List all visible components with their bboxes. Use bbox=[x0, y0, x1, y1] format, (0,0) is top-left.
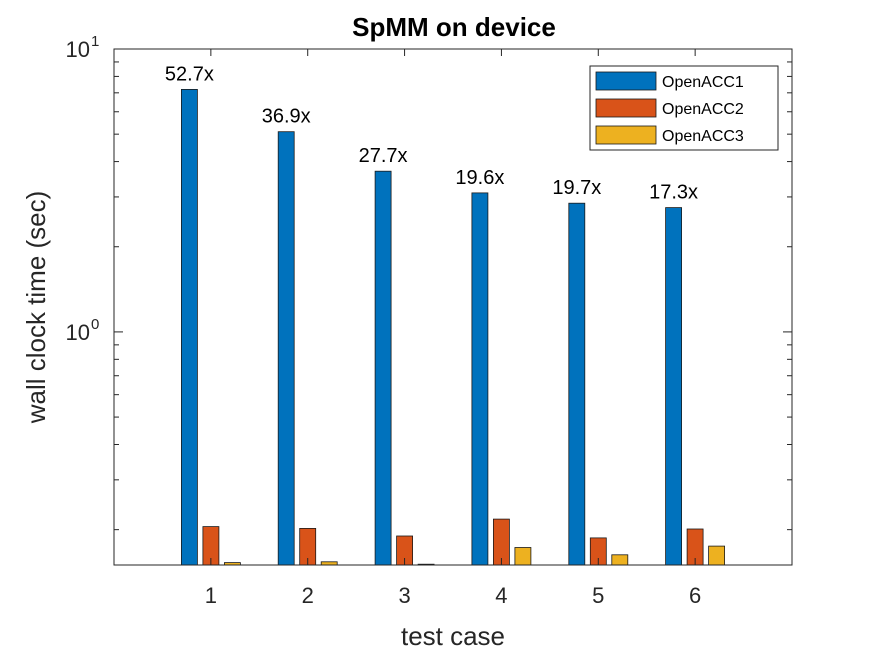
speedup-label-case-5: 19.7x bbox=[552, 177, 601, 199]
speedup-label-case-3: 27.7x bbox=[359, 145, 408, 167]
x-tick-label-4: 4 bbox=[495, 583, 507, 608]
bar-openacc3-case-4 bbox=[514, 547, 532, 566]
x-tick-label-6: 6 bbox=[689, 583, 701, 608]
y-tick-label-1: 10 bbox=[66, 37, 90, 62]
bar-openacc1-case-4 bbox=[471, 192, 489, 566]
x-tick-label-1: 1 bbox=[205, 583, 217, 608]
x-tick-label-2: 2 bbox=[302, 583, 314, 608]
legend-label-openacc1: OpenACC1 bbox=[662, 74, 744, 91]
y-tick-label-0: 10 bbox=[66, 320, 90, 345]
chart-title: SpMM on device bbox=[352, 12, 556, 42]
bar-openacc1-case-6 bbox=[665, 207, 682, 566]
legend-swatch-openacc1 bbox=[595, 71, 657, 91]
bar-openacc1-case-5 bbox=[568, 202, 586, 566]
speedup-label-case-6: 17.3x bbox=[649, 182, 698, 204]
x-tick-label-5: 5 bbox=[592, 583, 604, 608]
legend-label-openacc2: OpenACC2 bbox=[662, 101, 744, 118]
bar-openacc3-case-6 bbox=[708, 545, 725, 566]
y-axis-label: wall clock time (sec) bbox=[21, 191, 51, 425]
bars-group bbox=[180, 89, 725, 566]
bar-openacc1-case-2 bbox=[277, 131, 295, 566]
legend-label-openacc3: OpenACC3 bbox=[662, 128, 744, 145]
axes-box bbox=[113, 48, 793, 566]
annotations-group: 52.7x 36.9x 27.7x 19.6x 19.7x 17.3x bbox=[165, 63, 698, 203]
legend-swatch-openacc3 bbox=[595, 125, 657, 145]
speedup-label-case-2: 36.9x bbox=[262, 106, 311, 128]
y-tick-exponent-1: 1 bbox=[91, 33, 99, 50]
bar-openacc1-case-1 bbox=[180, 89, 198, 566]
x-tick-label-3: 3 bbox=[398, 583, 410, 608]
bar-openacc3-case-5 bbox=[611, 554, 629, 566]
y-tick-exponent-0: 0 bbox=[91, 316, 99, 333]
bar-openacc1-case-3 bbox=[374, 170, 392, 566]
legend: OpenACC1 OpenACC2 OpenACC3 bbox=[589, 65, 779, 151]
x-axis-label: test case bbox=[401, 621, 505, 651]
legend-swatch-openacc2 bbox=[595, 98, 657, 118]
speedup-label-case-1: 52.7x bbox=[165, 63, 214, 85]
speedup-label-case-4: 19.6x bbox=[455, 167, 504, 189]
